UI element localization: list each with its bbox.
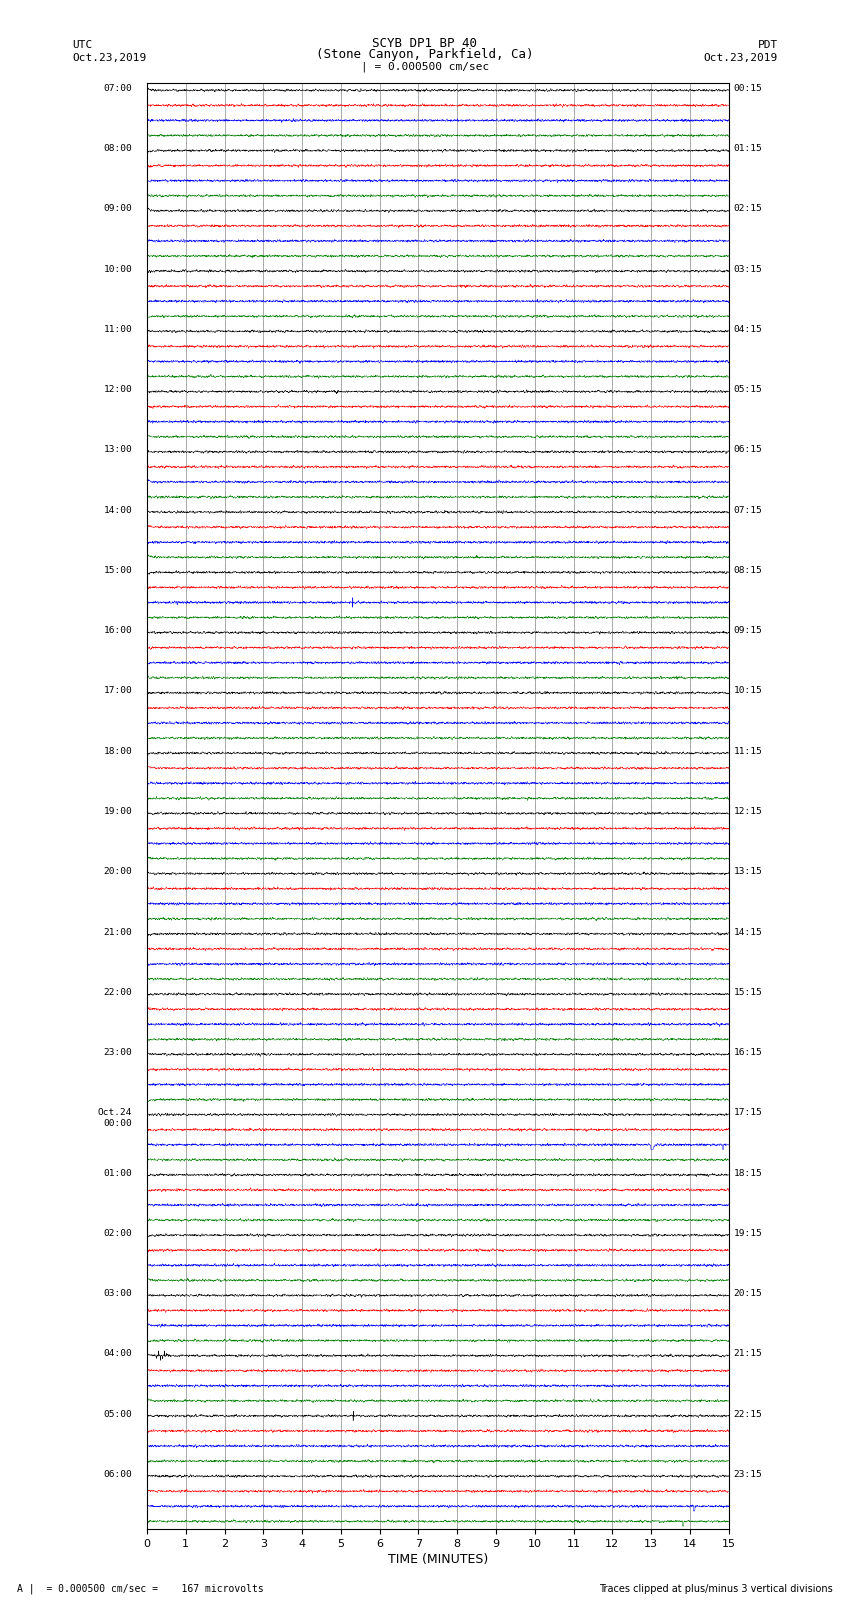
Text: 14:15: 14:15 xyxy=(734,927,762,937)
Text: 20:00: 20:00 xyxy=(104,868,133,876)
Text: 19:00: 19:00 xyxy=(104,806,133,816)
Text: 09:15: 09:15 xyxy=(734,626,762,636)
Text: 18:00: 18:00 xyxy=(104,747,133,756)
Text: 09:00: 09:00 xyxy=(104,205,133,213)
Text: 16:15: 16:15 xyxy=(734,1048,762,1057)
Text: 08:00: 08:00 xyxy=(104,144,133,153)
Text: 14:00: 14:00 xyxy=(104,506,133,515)
Text: PDT: PDT xyxy=(757,40,778,50)
Text: A |  = 0.000500 cm/sec =    167 microvolts: A | = 0.000500 cm/sec = 167 microvolts xyxy=(17,1582,264,1594)
Text: Oct.24
00:00: Oct.24 00:00 xyxy=(98,1108,133,1127)
Text: 18:15: 18:15 xyxy=(734,1168,762,1177)
Text: 17:00: 17:00 xyxy=(104,687,133,695)
Text: 23:00: 23:00 xyxy=(104,1048,133,1057)
Text: 12:00: 12:00 xyxy=(104,386,133,394)
Text: 11:15: 11:15 xyxy=(734,747,762,756)
Text: 01:00: 01:00 xyxy=(104,1168,133,1177)
Text: 11:00: 11:00 xyxy=(104,324,133,334)
Text: 15:15: 15:15 xyxy=(734,987,762,997)
Text: 10:15: 10:15 xyxy=(734,687,762,695)
Text: Oct.23,2019: Oct.23,2019 xyxy=(72,53,146,63)
Text: 07:00: 07:00 xyxy=(104,84,133,94)
Text: 10:00: 10:00 xyxy=(104,265,133,274)
Text: 20:15: 20:15 xyxy=(734,1289,762,1298)
Text: 13:00: 13:00 xyxy=(104,445,133,455)
Text: 02:00: 02:00 xyxy=(104,1229,133,1237)
Text: Traces clipped at plus/minus 3 vertical divisions: Traces clipped at plus/minus 3 vertical … xyxy=(599,1584,833,1594)
Text: 05:15: 05:15 xyxy=(734,386,762,394)
Text: 12:15: 12:15 xyxy=(734,806,762,816)
Text: 06:15: 06:15 xyxy=(734,445,762,455)
Text: 13:15: 13:15 xyxy=(734,868,762,876)
Text: 03:15: 03:15 xyxy=(734,265,762,274)
Text: 15:00: 15:00 xyxy=(104,566,133,574)
Text: 07:15: 07:15 xyxy=(734,506,762,515)
Text: 02:15: 02:15 xyxy=(734,205,762,213)
Text: 01:15: 01:15 xyxy=(734,144,762,153)
Text: UTC: UTC xyxy=(72,40,93,50)
Text: 21:00: 21:00 xyxy=(104,927,133,937)
Text: 03:00: 03:00 xyxy=(104,1289,133,1298)
Text: 22:00: 22:00 xyxy=(104,987,133,997)
Text: 23:15: 23:15 xyxy=(734,1469,762,1479)
Text: 04:15: 04:15 xyxy=(734,324,762,334)
Text: 08:15: 08:15 xyxy=(734,566,762,574)
Text: 05:00: 05:00 xyxy=(104,1410,133,1418)
Text: SCYB DP1 BP 40: SCYB DP1 BP 40 xyxy=(372,37,478,50)
Text: 06:00: 06:00 xyxy=(104,1469,133,1479)
X-axis label: TIME (MINUTES): TIME (MINUTES) xyxy=(388,1553,488,1566)
Text: 22:15: 22:15 xyxy=(734,1410,762,1418)
Text: 16:00: 16:00 xyxy=(104,626,133,636)
Text: 17:15: 17:15 xyxy=(734,1108,762,1118)
Text: (Stone Canyon, Parkfield, Ca): (Stone Canyon, Parkfield, Ca) xyxy=(316,48,534,61)
Text: Oct.23,2019: Oct.23,2019 xyxy=(704,53,778,63)
Text: 21:15: 21:15 xyxy=(734,1350,762,1358)
Text: 04:00: 04:00 xyxy=(104,1350,133,1358)
Text: 00:15: 00:15 xyxy=(734,84,762,94)
Text: | = 0.000500 cm/sec: | = 0.000500 cm/sec xyxy=(361,61,489,73)
Text: 19:15: 19:15 xyxy=(734,1229,762,1237)
